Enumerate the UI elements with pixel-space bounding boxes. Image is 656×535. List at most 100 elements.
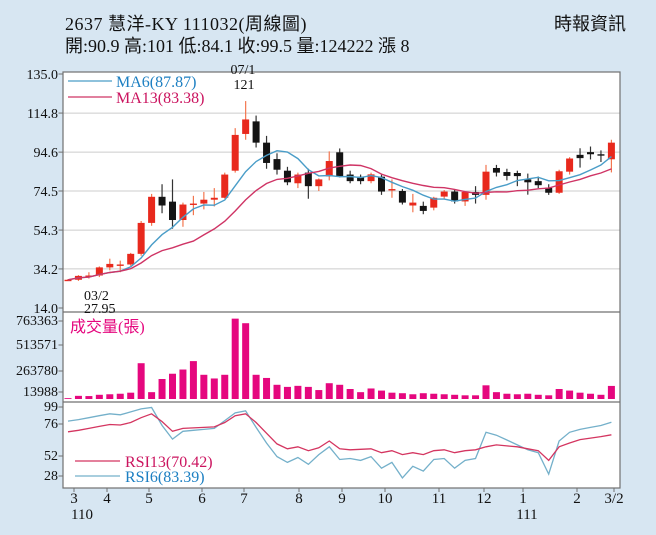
volume-bar (283, 386, 291, 399)
candle (283, 166, 291, 186)
peak-date-annotation: 07/1 (231, 63, 256, 78)
candle-body (576, 154, 584, 159)
volume-bar (503, 393, 511, 399)
rsi13-legend-label: RSI13(70.42) (125, 454, 213, 471)
volume-bar (566, 390, 574, 399)
candle (398, 189, 406, 205)
candle (137, 220, 145, 256)
candle-body (545, 187, 553, 193)
rsi-axis-label: 99 (44, 400, 58, 415)
candle-body (336, 152, 344, 177)
candle (524, 173, 532, 195)
candle (252, 115, 260, 148)
candle-body (231, 134, 239, 171)
candle-body (482, 171, 490, 195)
candle-body (315, 179, 323, 187)
volume-bar (210, 378, 218, 399)
volume-panel-label: 成交量(張) (70, 318, 145, 336)
peak-value-annotation: 121 (234, 78, 255, 93)
candle-body (419, 205, 427, 211)
volume-bar (492, 392, 500, 399)
volume-bar (388, 392, 396, 399)
candle (409, 193, 417, 213)
volume-bar (524, 393, 532, 399)
candle-body (64, 279, 72, 282)
candle-body (440, 191, 448, 197)
volume-bar (607, 385, 615, 399)
volume-bar (315, 390, 323, 399)
price-axis-label: 54.3 (34, 224, 59, 239)
month-label: 1 (519, 491, 527, 507)
candle-body (388, 189, 396, 191)
candle (440, 190, 448, 199)
candle (566, 157, 574, 175)
volume-bar (252, 374, 260, 399)
candle (513, 170, 521, 187)
candle-body (137, 222, 145, 254)
volume-bar (325, 383, 333, 399)
candle-body (430, 197, 438, 208)
volume-bar (346, 389, 354, 399)
candle-body (210, 197, 218, 200)
candle (200, 191, 208, 210)
month-label: 9 (338, 491, 346, 507)
data-source-label: 時報資訊 (554, 14, 626, 34)
volume-bar (137, 363, 145, 399)
volume-bar (242, 323, 250, 399)
candle-body (304, 172, 312, 187)
candle-body (189, 203, 197, 205)
candle-body (294, 174, 302, 184)
price-gridlines (63, 112, 620, 270)
candle-body (263, 142, 271, 163)
volume-bar (576, 392, 584, 399)
candle-body (127, 253, 135, 265)
month-label: 3 (70, 491, 78, 507)
ma13-legend-label: MA13(83.38) (116, 90, 204, 107)
volume-bar (357, 392, 365, 399)
candle-body (106, 263, 114, 268)
candle (169, 179, 176, 229)
volume-bar (587, 393, 594, 399)
candle-body (451, 191, 459, 202)
candle-body (367, 174, 375, 182)
volume-axis-label: 13988 (23, 385, 58, 400)
candle (221, 172, 229, 199)
candle-body (587, 152, 594, 155)
volume-bars (64, 318, 615, 399)
candle-body (357, 176, 365, 182)
candle (231, 128, 239, 173)
year-label: 111 (516, 507, 537, 523)
price-axis-label: 114.8 (27, 107, 58, 122)
candle-body (179, 204, 187, 221)
low-value-annotation: 27.95 (84, 302, 116, 317)
volume-bar (158, 379, 166, 399)
volume-bar (336, 384, 344, 399)
volume-bar (555, 389, 563, 399)
candle-body (566, 158, 574, 172)
candle-body (85, 275, 93, 277)
candle-body (148, 196, 156, 223)
rsi-axis-label: 76 (44, 417, 58, 432)
candle (576, 148, 584, 168)
price-axis-labels: 135.0 114.8 94.6 74.5 54.3 34.2 14.0 (27, 68, 63, 317)
candle (461, 190, 469, 206)
volume-bar (398, 393, 406, 399)
price-axis-label: 34.2 (34, 263, 59, 278)
volume-bar (189, 361, 197, 399)
candle-body (513, 173, 521, 177)
low-date-annotation: 03/2 (84, 289, 109, 304)
candle (482, 164, 490, 200)
candle-body (346, 174, 354, 182)
volume-bar (304, 386, 312, 399)
candle-body (242, 119, 250, 134)
volume-bar (367, 388, 375, 399)
volume-bar (482, 385, 490, 399)
volume-bar (231, 318, 239, 399)
candle (210, 188, 218, 207)
candle (534, 176, 542, 189)
volume-bar (419, 393, 427, 399)
candle-body (607, 142, 615, 160)
volume-bar (95, 394, 103, 399)
